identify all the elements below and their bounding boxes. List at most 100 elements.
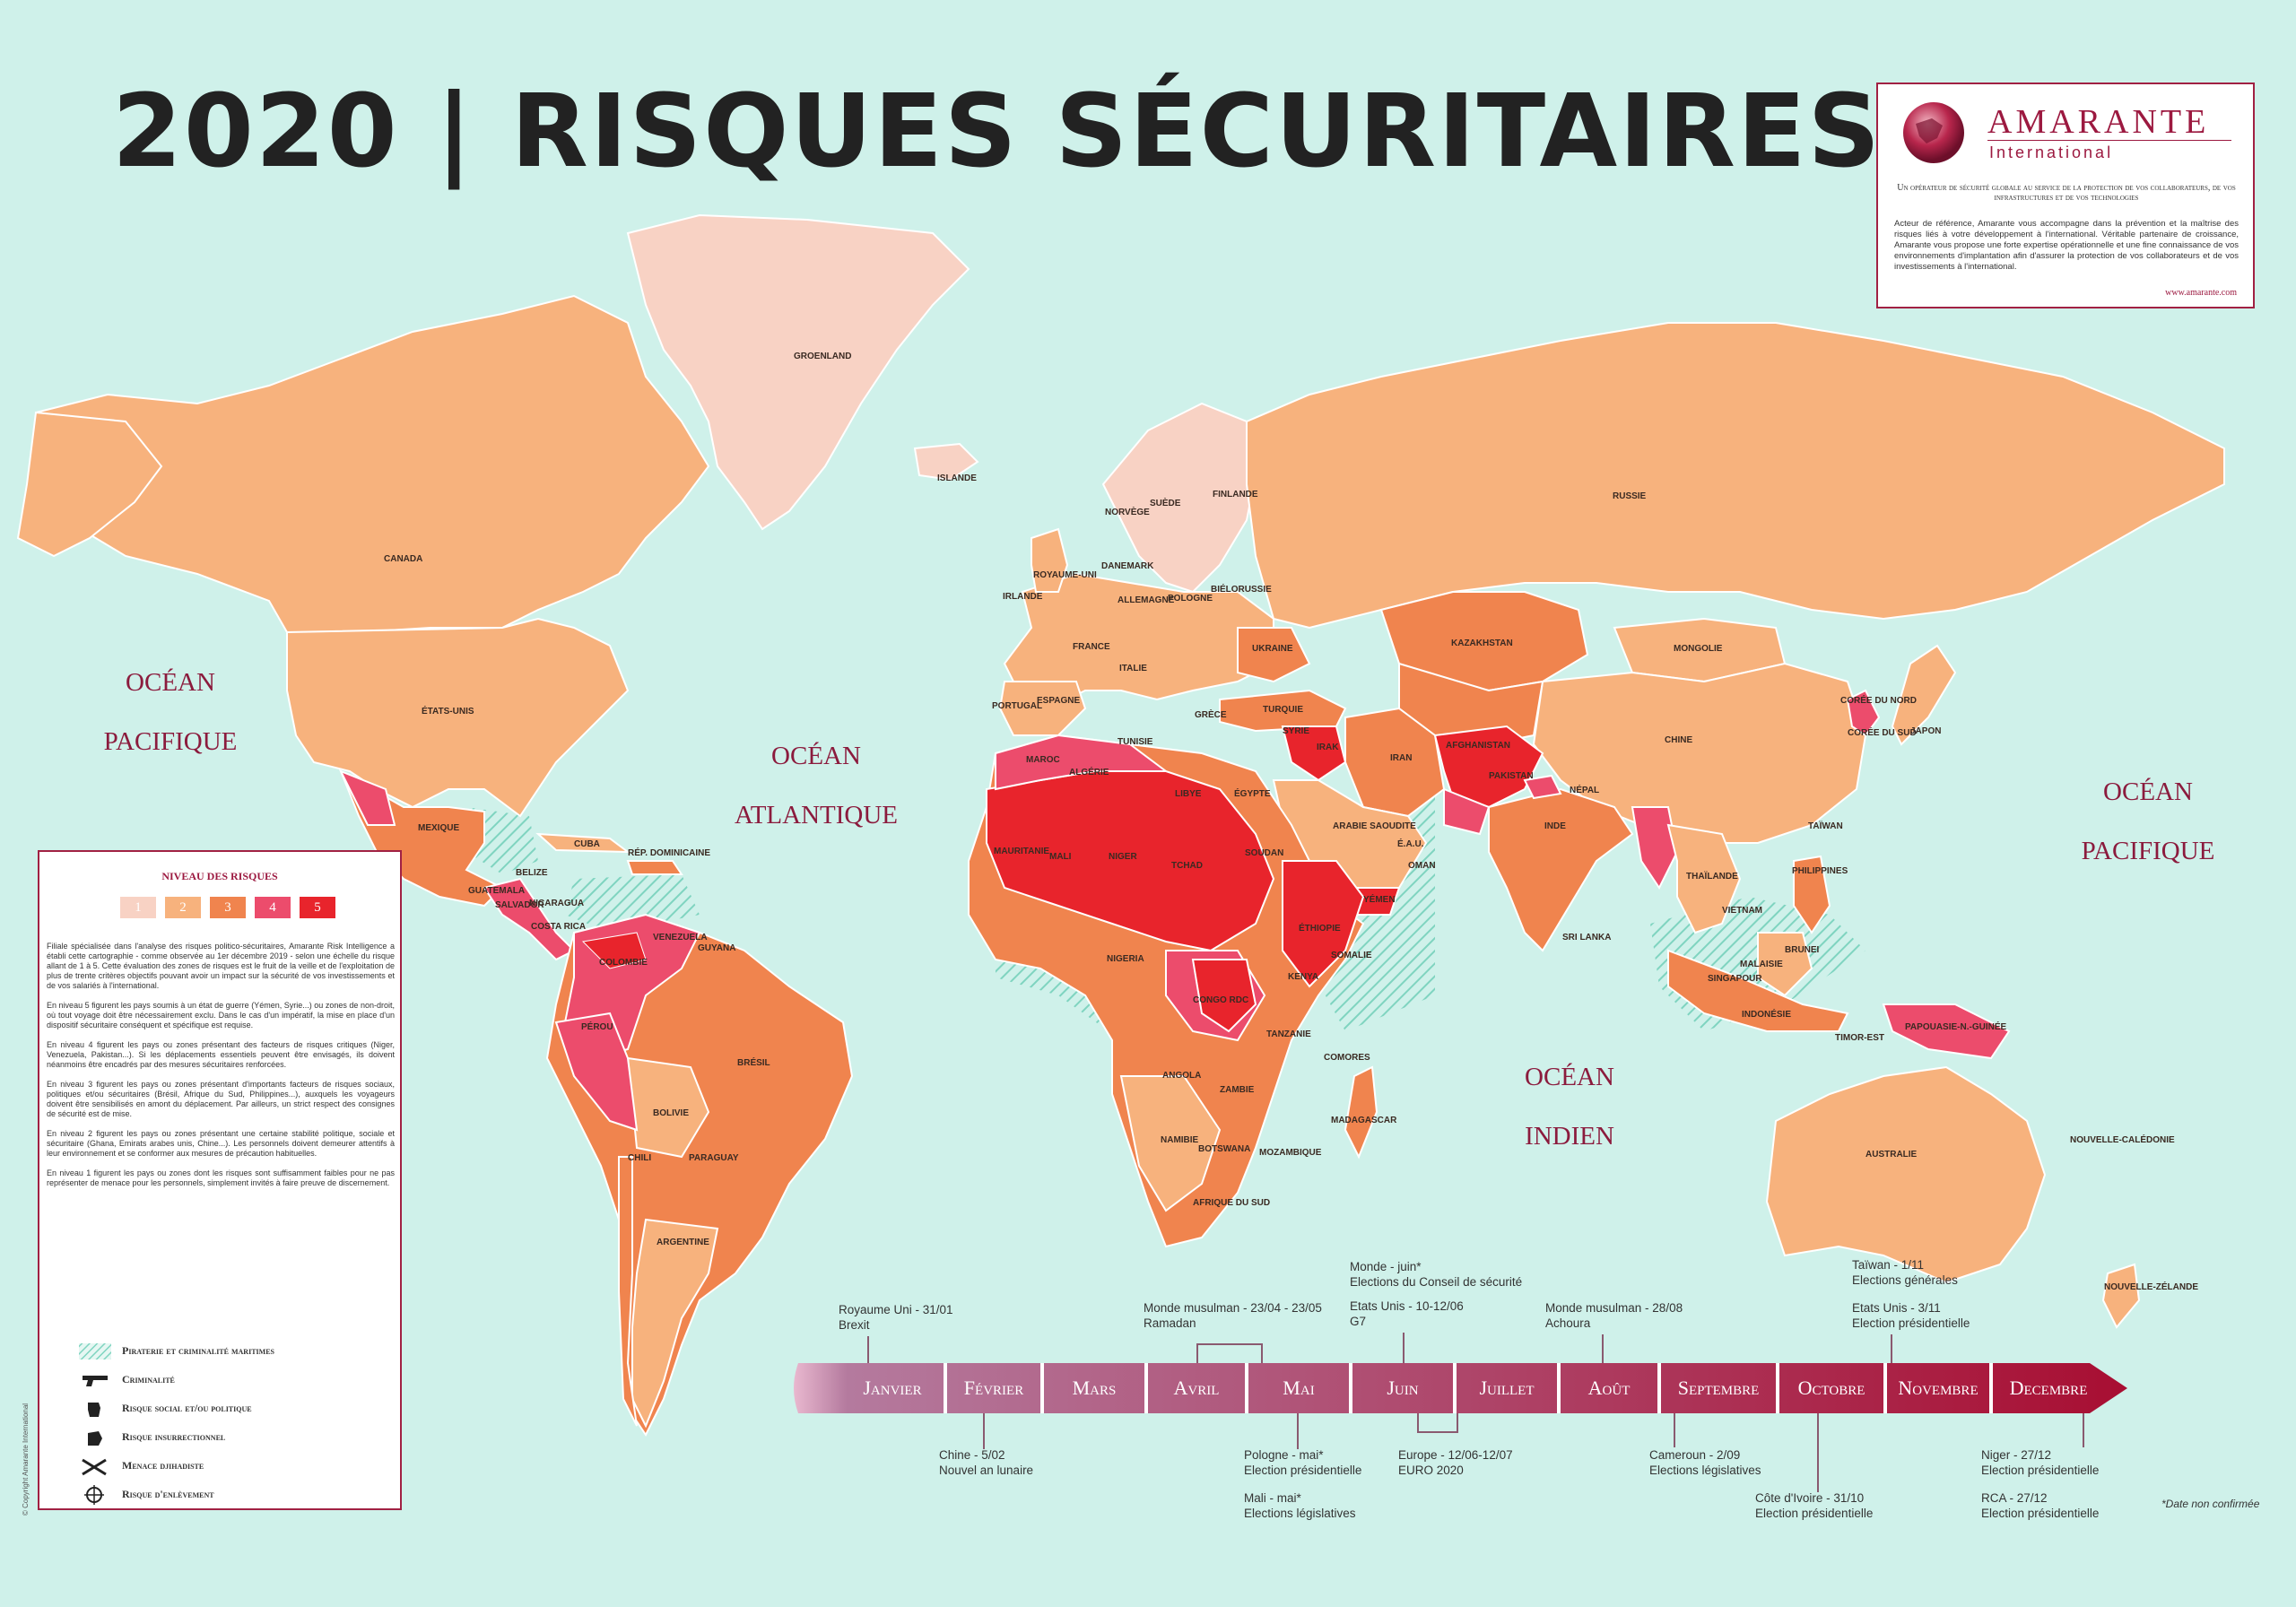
date-note: *Date non confirmée (2161, 1498, 2260, 1510)
ocean-label-line: INDIEN (1525, 1122, 1614, 1151)
label-colombia: COLOMBIE (599, 958, 648, 968)
risk-level-5-swatch: 5 (300, 897, 335, 918)
region-philippines (1793, 855, 1831, 934)
legend-item-kidnapping: Risque d'enlèvement (75, 1485, 389, 1505)
region-scandinavia (1101, 402, 1257, 594)
label-portugal: PORTUGAL (992, 701, 1043, 711)
label-iran: IRAN (1390, 753, 1413, 763)
label-oman: OMAN (1408, 861, 1436, 871)
label-canada: CANADA (384, 554, 423, 564)
label-brunei: BRUNEI (1785, 945, 1820, 955)
label-northkorea: CORÉE DU NORD (1840, 696, 1918, 706)
timeline-arrow (794, 1363, 2127, 1413)
label-brazil: BRÉSIL (737, 1058, 770, 1068)
ocean-pacific-east: OCÉAN PACIFIQUE (2072, 762, 2224, 881)
region-japan (1891, 644, 1957, 746)
label-belize: BELIZE (516, 868, 548, 878)
event-connector (1674, 1413, 1675, 1447)
label-newzealand: NOUVELLE-ZÉLANDE (2104, 1282, 2198, 1292)
event-range (1196, 1343, 1263, 1345)
event-line: G7 (1350, 1315, 1367, 1328)
brand-url[interactable]: www.amarante.com (2165, 288, 2237, 298)
timeline-separator (1453, 1363, 1457, 1413)
label-southafrica: AFRIQUE DU SUD (1193, 1198, 1271, 1208)
label-kenya: KENYA (1288, 972, 1319, 982)
label-guyana: GUYANA (698, 943, 736, 953)
label-guatemala: GUATEMALA (468, 886, 526, 896)
label-costarica: COSTA RICA (531, 922, 587, 932)
legend-description: Filiale spécialisée dans l'analyse des r… (47, 942, 395, 1198)
timeline-month-december: Decembre (2009, 1377, 2088, 1399)
region-india-kashmir (1523, 774, 1562, 800)
timeline-event-above: Taïwan - 1/11 Elections générales (1852, 1257, 1958, 1288)
label-singapore: SINGAPOUR (1708, 974, 1762, 984)
label-finland: FINLANDE (1213, 490, 1258, 499)
label-poland: POLOGNE (1168, 594, 1213, 604)
region-southern-africa (1119, 1075, 1222, 1212)
label-denmark: DANEMARK (1101, 561, 1154, 571)
event-line: EURO 2020 (1398, 1464, 1464, 1477)
region-colombia-core (581, 932, 647, 969)
amarante-globe-logo (1903, 102, 1964, 163)
event-connector (1403, 1333, 1405, 1363)
label-libya: LIBYE (1175, 789, 1202, 799)
ocean-label-line: OCÉAN (1525, 1063, 1614, 1091)
event-line: Etats Unis - 10-12/06 (1350, 1299, 1464, 1313)
ocean-label-line: PACIFIQUE (2081, 837, 2215, 865)
event-connector (1891, 1334, 1892, 1363)
label-argentina: ARGENTINE (657, 1238, 709, 1247)
region-myanmar (1631, 806, 1679, 890)
region-iraq-syria (1281, 725, 1347, 782)
region-pakistan-south (1443, 787, 1491, 836)
label-japan: JAPON (1910, 726, 1942, 736)
label-namibia: NAMIBIE (1161, 1135, 1199, 1145)
timeline-month-november: Novembre (1898, 1377, 1979, 1399)
legend-paragraph: En niveau 1 figurent les pays ou zones d… (47, 1168, 395, 1187)
timeline-event-above: Monde - juin* Elections du Conseil de séc… (1350, 1259, 1522, 1290)
event-connector (1297, 1413, 1299, 1449)
region-usa (286, 617, 630, 818)
region-uk (1031, 527, 1069, 593)
timeline-separator (1989, 1363, 1993, 1413)
label-angola: ANGOLA (1162, 1071, 1202, 1081)
region-hispaniola (626, 860, 683, 875)
label-venezuela: VENEZUELA (653, 933, 708, 942)
timeline-month-october: Octobre (1797, 1377, 1866, 1399)
maritime-hatch-icon (79, 1343, 111, 1359)
event-line: Royaume Uni - 31/01 (839, 1303, 953, 1316)
risk-level-2-swatch: 2 (165, 897, 201, 918)
event-line: Niger - 27/12 (1981, 1448, 2052, 1462)
label-norway: NORVÈGE (1105, 508, 1150, 517)
region-australia (1765, 1065, 2047, 1284)
label-mauritania: MAURITANIE (994, 847, 1050, 856)
timeline-separator (1776, 1363, 1779, 1413)
region-borneo (1757, 932, 1813, 997)
region-drc (1191, 959, 1257, 1033)
timeline-separator (944, 1363, 947, 1413)
legend-title: NIVEAU DES RISQUES (161, 870, 278, 882)
label-china: CHINE (1665, 735, 1693, 745)
event-line: RCA - 27/12 (1981, 1491, 2048, 1505)
event-line: Elections législatives (1244, 1507, 1356, 1520)
event-line: Monde musulman - 23/04 - 23/05 (1144, 1301, 1322, 1315)
label-chile: CHILI (628, 1153, 652, 1163)
timeline-month-september: Septembre (1677, 1377, 1760, 1399)
event-line: Elections générales (1852, 1273, 1958, 1287)
label-nepal: NÉPAL (1570, 786, 1600, 795)
label-paraguay: PARAGUAY (689, 1153, 739, 1163)
timeline-separator (1349, 1363, 1352, 1413)
event-line: Elections législatives (1649, 1464, 1761, 1477)
label-srilanka: SRI LANKA (1562, 933, 1612, 942)
label-peru: PÉROU (581, 1022, 613, 1032)
ocean-label-line: OCÉAN (771, 742, 861, 770)
ocean-label-line: PACIFIQUE (103, 727, 238, 756)
region-greenland (626, 213, 970, 531)
brand-tagline: Un opérateur de sécurité globale au serv… (1897, 183, 2236, 203)
event-line: Election présidentielle (1981, 1464, 2100, 1477)
legend-paragraph: En niveau 4 figurent les pays ou zones p… (47, 1040, 395, 1069)
region-russia (1246, 322, 2225, 630)
region-peru (554, 1012, 639, 1132)
region-maghreb (995, 734, 1169, 791)
ocean-pacific-west: OCÉAN PACIFIQUE (99, 653, 242, 771)
legend-paragraph: En niveau 5 figurent les pays soumis à u… (47, 1001, 395, 1029)
